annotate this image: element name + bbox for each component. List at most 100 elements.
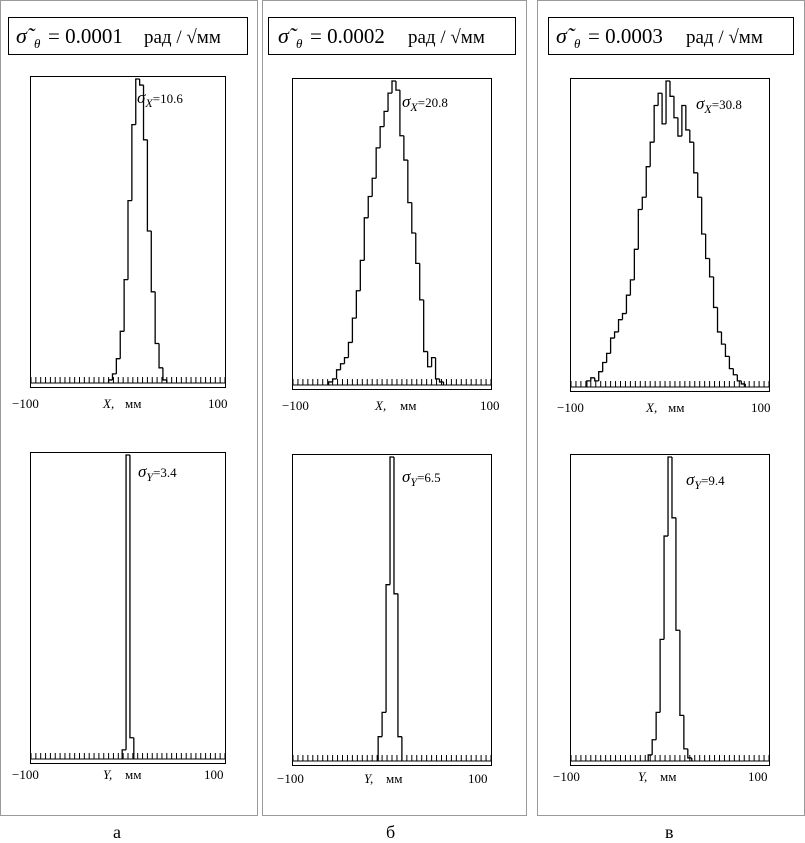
sigma-label-b-x: σX=20.8	[402, 92, 448, 114]
axis-min-a-y: −100	[12, 767, 39, 782]
histogram-bin	[609, 337, 615, 354]
histogram-bin	[335, 369, 341, 379]
axis-min-c-x: −100	[557, 400, 584, 415]
axis-name-b-y: Y,	[364, 771, 374, 786]
histogram-bin	[649, 141, 655, 167]
panel-letter-a: а	[113, 822, 121, 842]
histogram-bin	[131, 123, 136, 201]
histogram-bin	[677, 117, 682, 137]
histogram-bin	[383, 110, 389, 127]
sigma-label-a-y: σY=3.4	[138, 462, 177, 484]
sigma-label-c-x: σX=30.8	[696, 94, 742, 116]
histogram-a-y	[30, 452, 226, 764]
svg-text:θ: θ	[34, 36, 41, 51]
histogram-bin	[667, 456, 672, 537]
histogram-bin	[154, 291, 160, 345]
histogram-bin	[162, 367, 167, 381]
histogram-bin	[724, 344, 730, 358]
axis-unit-c-y: мм	[660, 769, 677, 784]
histogram-bin	[150, 231, 156, 293]
histogram-bin	[111, 373, 117, 380]
histogram-bin	[395, 81, 400, 91]
histogram-bin	[661, 93, 667, 125]
histogram-bin	[411, 202, 416, 234]
axis-min-b-y: −100	[277, 771, 304, 786]
histogram-bin	[121, 749, 127, 759]
histogram-bin	[712, 276, 718, 309]
axis-max-b-y: 100	[468, 771, 488, 786]
histogram-bin	[621, 312, 627, 320]
axis-unit-c-x: мм	[668, 400, 685, 415]
histogram-bin	[371, 177, 377, 197]
sigma-label-a-x: σX=10.6	[137, 88, 183, 110]
histogram-bin	[704, 234, 710, 260]
histogram-bin	[127, 199, 132, 280]
svg-text:σ̃: σ̃	[16, 23, 36, 48]
histogram-bin	[339, 363, 345, 370]
histogram-c-x	[570, 78, 770, 392]
histogram-bin	[379, 125, 385, 148]
svg-text:рад / √мм: рад / √мм	[686, 27, 763, 48]
histogram-bin	[146, 139, 152, 232]
histogram-bin	[434, 357, 440, 380]
histogram-bin	[655, 711, 661, 740]
sigma-label-c-y: σY=9.4	[686, 470, 725, 492]
svg-text:= 0.0003: = 0.0003	[588, 24, 663, 48]
histogram-bin	[393, 457, 398, 595]
histogram-bin	[397, 593, 402, 738]
histogram-bin	[605, 352, 611, 363]
histogram-bin	[138, 79, 144, 86]
svg-text:= 0.0001: = 0.0001	[48, 24, 123, 48]
histogram-bin	[736, 374, 742, 382]
panel-b-frame	[262, 0, 527, 816]
histogram-bin	[377, 736, 383, 761]
histogram-bin	[728, 356, 734, 370]
svg-text:θ: θ	[574, 36, 581, 51]
histogram-bin	[697, 172, 702, 198]
histogram-bin	[590, 377, 595, 381]
histogram-bin	[613, 331, 619, 339]
histogram-c-y	[570, 454, 770, 766]
svg-text:σ̃: σ̃	[278, 23, 298, 48]
axis-min-b-x: −100	[282, 398, 309, 413]
axis-unit-a-x: мм	[125, 396, 142, 411]
histogram-bin	[651, 739, 657, 755]
histogram-bin	[385, 584, 391, 713]
axis-name-c-y: Y,	[638, 769, 648, 784]
svg-text:рад / √мм: рад / √мм	[144, 27, 221, 48]
panel-a-header-formula: σ̃ θ = 0.0001 рад / √мм	[16, 23, 221, 51]
histogram-bin	[586, 380, 591, 387]
panel-c-header-formula: σ̃ θ = 0.0003 рад / √мм	[556, 23, 763, 51]
histogram-bin	[403, 135, 408, 161]
histogram-bin	[617, 319, 623, 332]
histogram-bin	[363, 217, 369, 261]
axis-max-b-x: 100	[480, 398, 500, 413]
svg-text:= 0.0002: = 0.0002	[310, 24, 385, 48]
histogram-bin	[629, 279, 635, 296]
histogram-bin	[679, 630, 684, 717]
histogram-bin	[119, 330, 125, 359]
axis-name-a-y: Y,	[103, 767, 113, 782]
histogram-bin	[419, 263, 424, 301]
panel-b-header: σ̃ θ = 0.0002 рад / √мм	[268, 17, 516, 55]
histogram-bin	[415, 233, 420, 265]
axis-name-c-x: X,	[646, 400, 658, 415]
histogram-bin	[701, 197, 706, 235]
histogram-bin	[641, 196, 647, 210]
axis-max-c-x: 100	[751, 400, 771, 415]
histogram-bin	[663, 535, 669, 640]
histogram-bin	[343, 356, 349, 364]
histogram-bin	[675, 517, 680, 631]
axis-unit-a-y: мм	[125, 767, 142, 782]
histogram-bin	[381, 711, 387, 737]
histogram-bin	[367, 195, 373, 218]
axis-min-a-x: −100	[12, 396, 39, 411]
histogram-bin	[671, 457, 676, 519]
histogram-bin	[740, 380, 746, 385]
axis-name-a-x: X,	[103, 396, 115, 411]
histogram-bin	[687, 748, 692, 759]
panel-letter-c: в	[665, 822, 674, 842]
histogram-bin	[359, 259, 365, 291]
histogram-bin	[594, 377, 599, 382]
histogram-bin	[683, 715, 688, 750]
